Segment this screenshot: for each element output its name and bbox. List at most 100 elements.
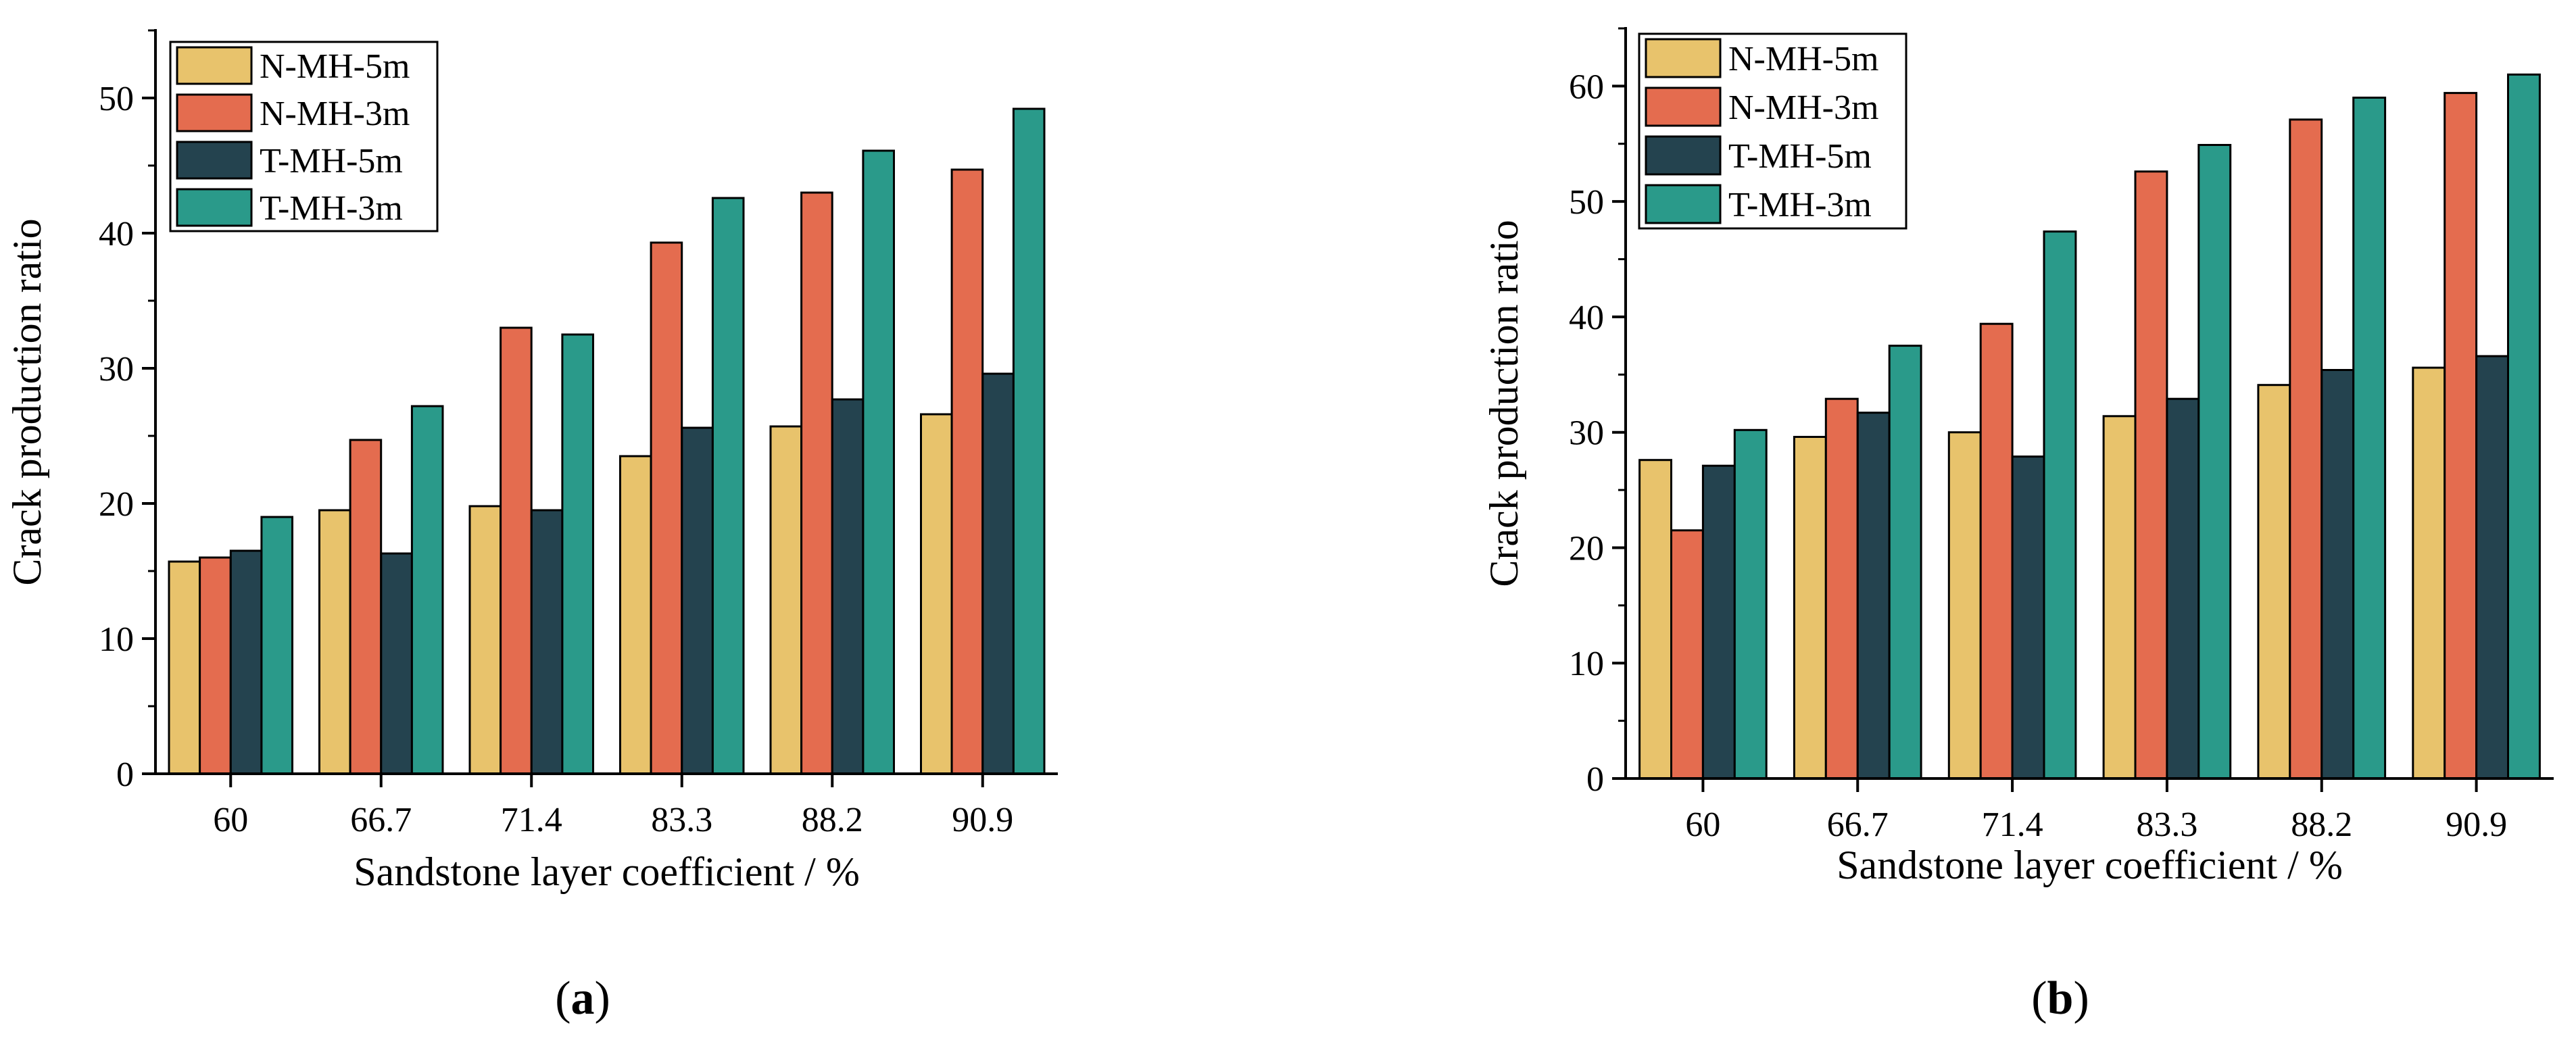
y-tick-label: 40 (1569, 299, 1604, 337)
y-axis-title: Crack production ratio (5, 218, 49, 585)
legend-swatch (1645, 38, 1722, 78)
legend-label: N-MH-5m (260, 47, 410, 86)
y-tick-label: 0 (116, 756, 134, 794)
bar-T-MH-3m-83.3 (2197, 144, 2232, 780)
y-tick-label: 10 (1569, 645, 1604, 683)
bar-N-MH-3m-83.3 (2134, 170, 2168, 780)
legend-label: T-MH-3m (260, 189, 403, 228)
legend-swatch (176, 188, 253, 227)
y-axis-title: Crack production ratio (1482, 220, 1526, 587)
x-tick-label: 60 (213, 801, 248, 839)
bar-T-MH-5m-66.7 (380, 552, 413, 775)
x-axis-title: Sandstone layer coefficient / % (354, 849, 860, 894)
bar-T-MH-5m-90.9 (2475, 355, 2510, 780)
legend-label: N-MH-5m (1728, 40, 1878, 78)
bar-N-MH-3m-90.9 (2444, 92, 2478, 780)
legend-swatch (1645, 184, 1722, 224)
bar-T-MH-3m-88.2 (2352, 97, 2387, 780)
y-tick-label: 50 (99, 80, 134, 118)
bars-group (168, 107, 1046, 775)
x-tick-label: 71.4 (501, 801, 562, 839)
y-tick-label: 30 (1569, 414, 1604, 453)
bar-T-MH-3m-83.3 (711, 197, 745, 775)
y-tick-label: 40 (99, 215, 134, 253)
bar-N-MH-5m-90.9 (2412, 366, 2446, 780)
x-tick-label: 83.3 (651, 801, 712, 839)
y-tick-label: 20 (1569, 529, 1604, 568)
x-tick-label: 83.3 (2136, 806, 2197, 844)
bar-T-MH-5m-88.2 (831, 398, 865, 775)
bar-T-MH-3m-71.4 (2043, 230, 2077, 780)
panel-b-chart: 0 10 20 30 40 50 60 60 66.7 71.4 83.3 88.2 90.9 Sands… (1482, 27, 2554, 1024)
bar-T-MH-3m-66.7 (410, 405, 444, 775)
panel-label-close: ) (595, 972, 610, 1024)
panel-label: (a) (555, 972, 610, 1024)
panel-label: (b) (2031, 972, 2089, 1024)
bar-N-MH-3m-88.2 (2289, 118, 2323, 780)
x-tick-label: 66.7 (350, 801, 412, 839)
legend-label: N-MH-3m (260, 95, 410, 133)
bar-N-MH-5m-83.3 (2102, 415, 2137, 780)
x-tick-label: 90.9 (2446, 806, 2507, 844)
x-tick-label: 60 (1685, 806, 1720, 844)
bar-T-MH-5m-60 (229, 549, 263, 775)
legend-label: N-MH-3m (1728, 89, 1878, 127)
legend-label: T-MH-5m (1728, 137, 1872, 176)
y-tick-label: 20 (99, 485, 134, 524)
bar-N-MH-5m-71.4 (468, 505, 502, 775)
bar-T-MH-3m-60 (260, 516, 293, 775)
bar-N-MH-5m-83.3 (619, 455, 652, 775)
bar-T-MH-5m-88.2 (2320, 369, 2355, 780)
bar-N-MH-5m-66.7 (1793, 436, 1827, 780)
bar-T-MH-5m-83.3 (681, 426, 714, 775)
panel-label-letter: a (571, 972, 595, 1024)
bar-T-MH-5m-66.7 (1856, 412, 1891, 780)
legend: N-MH-5m N-MH-3m T-MH-5m T-MH-3m (169, 41, 439, 232)
bars-group (1638, 73, 2541, 780)
legend-label: T-MH-3m (1728, 186, 1872, 224)
bar-T-MH-3m-66.7 (1888, 345, 1922, 780)
y-tick-label: 60 (1569, 68, 1604, 106)
panel-label-letter: b (2047, 972, 2074, 1024)
bar-N-MH-5m-60 (1638, 459, 1673, 780)
bar-N-MH-3m-66.7 (1824, 397, 1859, 780)
y-tick-label: 10 (99, 620, 134, 659)
legend-swatch (176, 141, 253, 180)
bar-N-MH-3m-83.3 (650, 241, 683, 775)
bar-T-MH-3m-88.2 (862, 149, 896, 775)
legend-swatch (1645, 86, 1722, 127)
bar-T-MH-3m-71.4 (561, 333, 595, 775)
legend-swatch (176, 93, 253, 132)
y-tick-label: 50 (1569, 183, 1604, 222)
x-axis-title: Sandstone layer coefficient / % (1837, 843, 2343, 887)
bar-T-MH-3m-90.9 (2507, 73, 2541, 780)
x-tick-label: 88.2 (802, 801, 863, 839)
x-tick-label: 71.4 (1982, 806, 2043, 844)
bar-N-MH-3m-90.9 (950, 168, 984, 775)
panel-label-close: ) (2073, 972, 2089, 1024)
legend-label: T-MH-5m (260, 142, 403, 180)
y-tick-label: 30 (99, 350, 134, 389)
panel-a-chart: 0 10 20 30 40 50 60 66.7 71.4 83.3 88.2 90.9 Sandsto… (5, 29, 1058, 1024)
bar-T-MH-5m-83.3 (2166, 397, 2200, 780)
bar-N-MH-5m-60 (168, 560, 201, 775)
bar-N-MH-5m-88.2 (769, 425, 803, 775)
bar-T-MH-5m-60 (1701, 464, 1736, 780)
legend: N-MH-5m N-MH-3m T-MH-5m T-MH-3m (1638, 32, 1907, 230)
bar-T-MH-3m-60 (1733, 428, 1768, 780)
x-tick-label: 66.7 (1827, 806, 1889, 844)
bar-T-MH-5m-90.9 (981, 372, 1015, 775)
bar-T-MH-3m-90.9 (1012, 107, 1046, 775)
bar-N-MH-3m-71.4 (1979, 322, 2014, 780)
bar-N-MH-5m-71.4 (1947, 431, 1982, 780)
bar-N-MH-3m-88.2 (800, 191, 833, 775)
bar-N-MH-5m-88.2 (2257, 384, 2291, 780)
bar-T-MH-5m-71.4 (530, 509, 564, 775)
y-tick-label: 0 (1586, 760, 1604, 799)
panel-label-open: ( (2031, 972, 2047, 1024)
legend-swatch (176, 46, 253, 85)
bar-T-MH-5m-71.4 (2011, 455, 2045, 780)
x-tick-label: 90.9 (952, 801, 1013, 839)
bar-N-MH-3m-66.7 (349, 439, 383, 775)
